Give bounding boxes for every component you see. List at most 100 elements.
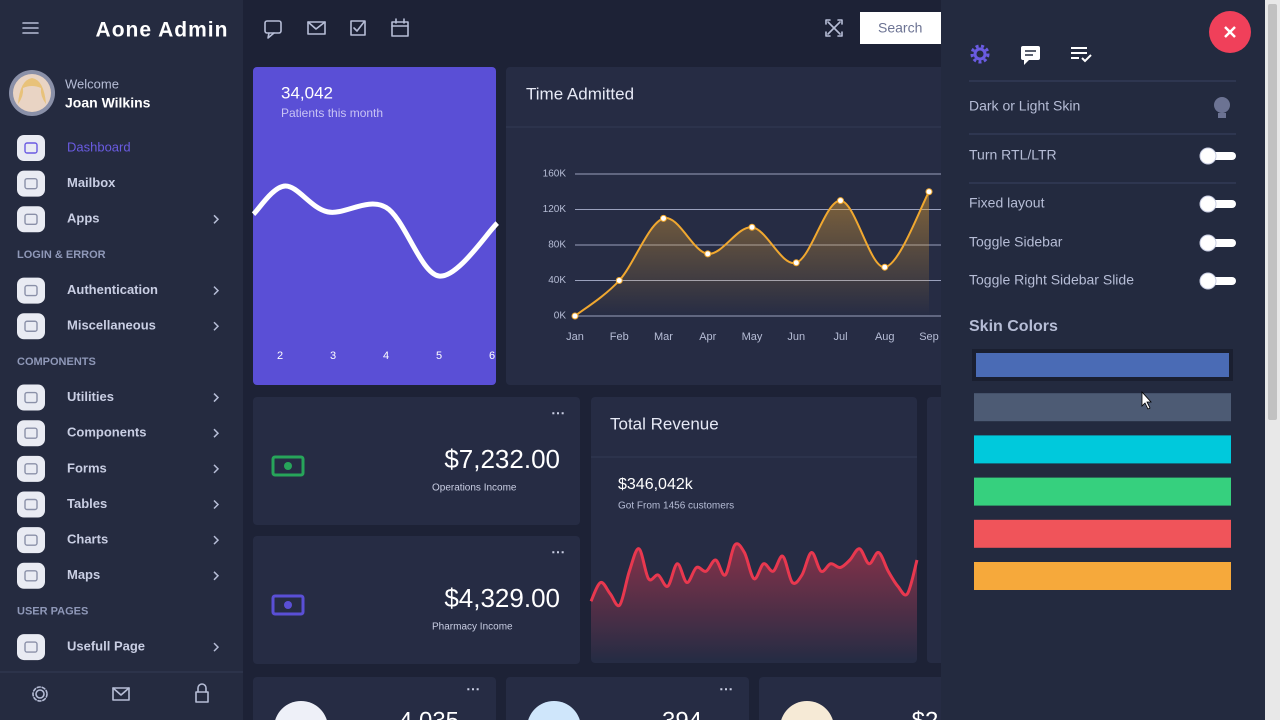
search-box[interactable] <box>860 12 950 44</box>
menu-icon <box>17 135 45 161</box>
bulb-base <box>1218 113 1226 118</box>
menu-icon <box>17 206 45 233</box>
money-icon <box>271 594 305 616</box>
more-dots[interactable]: ⋯ <box>466 681 480 697</box>
skin-swatch[interactable] <box>972 349 1233 381</box>
lock-icon[interactable] <box>195 683 209 703</box>
income-label: Pharmacy Income <box>432 622 513 633</box>
menu: Dashboard Mailbox Apps LOGIN & ERROR Authent… <box>17 135 220 661</box>
menu-label[interactable]: Usefull Page <box>67 639 145 654</box>
submenu-arrow <box>213 214 220 224</box>
menu-icon <box>17 455 45 482</box>
income-card <box>253 536 580 664</box>
point <box>660 214 667 222</box>
line <box>251 183 500 279</box>
menu-label[interactable]: Miscellaneous <box>67 318 156 333</box>
menu-icon-glyph <box>24 177 38 190</box>
scrollbar-thumb[interactable] <box>1268 4 1277 420</box>
skin-title: Skin Colors <box>969 318 1058 335</box>
card-title: Total Revenue <box>610 414 719 433</box>
menu-label[interactable]: Authentication <box>67 282 158 297</box>
more-dots[interactable]: ⋯ <box>719 681 733 697</box>
stat-avatar <box>781 701 833 720</box>
menu-label[interactable]: Components <box>67 425 146 440</box>
skin-swatch[interactable] <box>974 562 1231 590</box>
menu-label[interactable]: Forms <box>67 460 107 475</box>
close-icon <box>1224 26 1236 38</box>
point <box>792 259 800 267</box>
cursor <box>1141 390 1152 410</box>
avatar-face <box>13 74 51 112</box>
menu-label[interactable]: Charts <box>67 532 108 547</box>
y-tick-label: 80K <box>548 240 566 251</box>
mail-icon[interactable] <box>307 21 326 35</box>
menu-icon-glyph <box>24 213 38 226</box>
income-label: Operations Income <box>432 483 517 494</box>
settings-options: Dark or Light Skin Turn RTL/LTR Fixed layo… <box>969 97 1236 290</box>
calendar-icon[interactable] <box>391 18 409 37</box>
area <box>575 191 929 316</box>
skin-colors <box>972 349 1233 590</box>
menu-icon-glyph <box>24 142 38 154</box>
point <box>571 312 579 320</box>
chat-icon[interactable] <box>264 20 282 39</box>
income-value: $4,329.00 <box>444 583 560 613</box>
menu-icon <box>17 527 45 554</box>
menu-icon <box>17 562 45 589</box>
welcome: Welcome <box>65 76 119 91</box>
skin-swatch[interactable] <box>974 393 1231 422</box>
y-tick-label: 160K <box>543 169 567 180</box>
avatar-hair <box>18 78 46 104</box>
x-tick-label: Jul <box>833 331 847 343</box>
menu-label[interactable]: Dashboard <box>67 139 131 154</box>
menu-icon <box>17 634 45 661</box>
submenu-arrow <box>213 642 220 652</box>
mail-icon[interactable] <box>112 687 130 701</box>
point <box>925 188 933 196</box>
x-tick-label: Jan <box>566 331 584 343</box>
main: 34,042 Patients this month 2 3 4 5 6 Time Ad… <box>251 67 941 720</box>
more-dots[interactable]: ⋯ <box>551 544 565 560</box>
chat-tab[interactable] <box>1021 46 1040 65</box>
menu-label[interactable]: Maps <box>67 567 100 582</box>
menu-label[interactable]: Utilities <box>67 389 114 404</box>
stat-value: 4,035 <box>399 707 459 720</box>
line <box>589 542 919 608</box>
toggle-knob <box>1199 195 1217 213</box>
x-tick-label: 3 <box>330 350 336 362</box>
x-tick-label: May <box>742 331 763 343</box>
menu-icon-glyph <box>24 427 38 439</box>
gear-tab[interactable] <box>970 44 990 64</box>
settings-icon[interactable] <box>32 686 48 702</box>
more-dots[interactable]: ⋯ <box>551 405 565 421</box>
menu-icon-glyph <box>24 641 38 653</box>
fullscreen-icon[interactable] <box>825 19 843 37</box>
user-name: Joan Wilkins <box>65 95 151 111</box>
x-tick-label: Feb <box>610 331 629 343</box>
skin-swatch[interactable] <box>974 519 1231 548</box>
option-label: Turn RTL/LTR <box>969 147 1057 163</box>
skin-swatch[interactable] <box>974 435 1231 464</box>
patients-card <box>253 67 496 385</box>
revenue-chart <box>589 542 919 660</box>
menu-icon-glyph <box>24 534 38 546</box>
submenu-arrow <box>213 286 220 296</box>
x-tick-label: Aug <box>875 331 895 343</box>
menu-label[interactable]: Mailbox <box>67 175 116 190</box>
skin-swatch[interactable] <box>974 477 1231 506</box>
menu-icon <box>17 277 45 304</box>
submenu-arrow <box>213 571 220 581</box>
menu-label[interactable]: Apps <box>67 211 100 226</box>
menu-icon-glyph <box>24 391 38 404</box>
bulb-icon[interactable] <box>1214 97 1230 113</box>
list-tab[interactable] <box>1071 47 1092 63</box>
hamburger[interactable] <box>22 22 39 34</box>
x-tick-label: 2 <box>277 350 283 362</box>
submenu-arrow <box>213 428 220 438</box>
menu-label[interactable]: Tables <box>67 496 107 511</box>
task-icon[interactable] <box>350 20 366 36</box>
menu-icon-glyph <box>24 284 38 297</box>
x-tick-label: 6 <box>489 350 495 362</box>
